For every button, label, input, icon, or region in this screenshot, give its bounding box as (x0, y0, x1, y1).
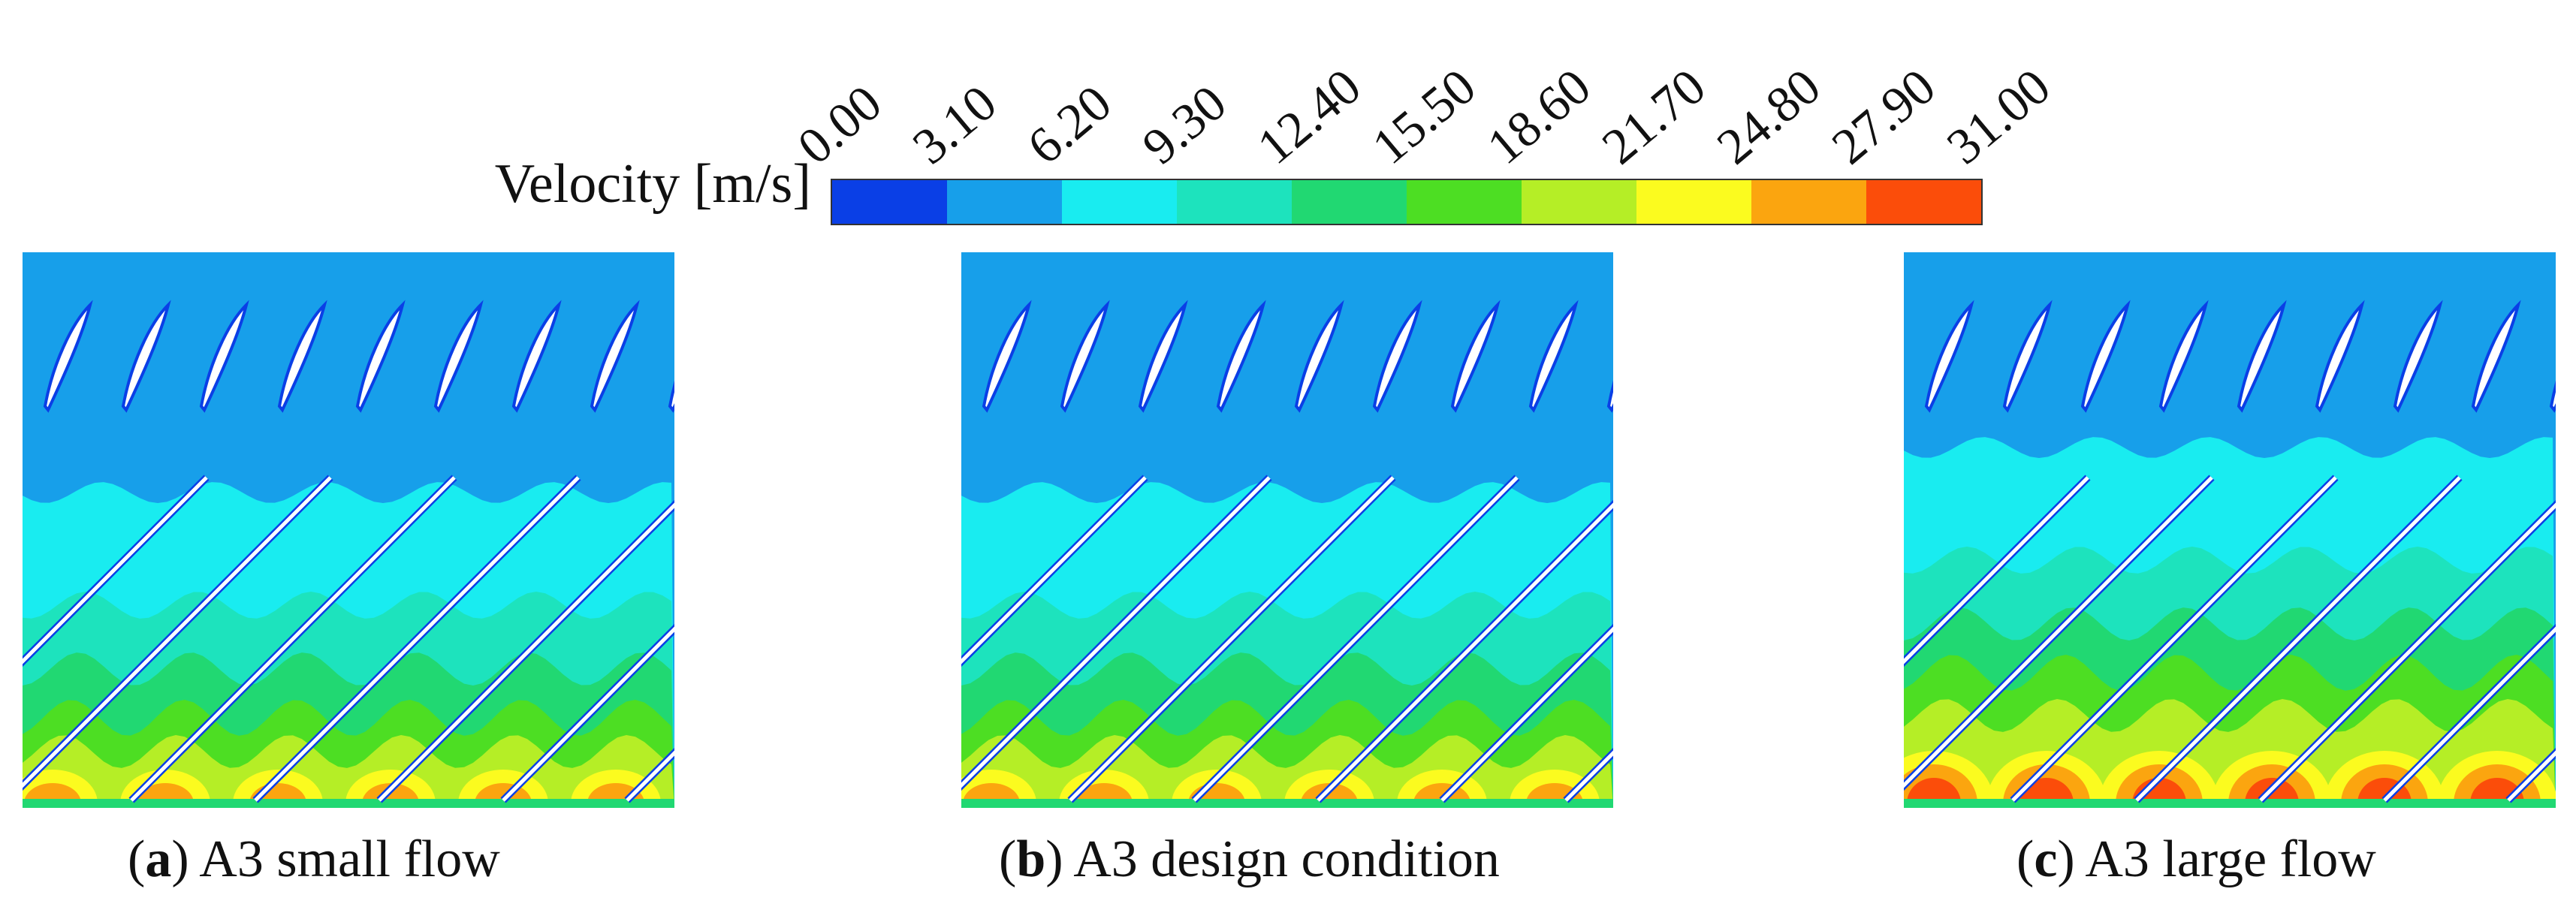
tick-label: 6.20 (1016, 74, 1122, 176)
caption-a-letter: a (145, 830, 172, 888)
contour-plot-c (1904, 252, 2556, 808)
colorbar-segment-4 (1292, 180, 1407, 224)
caption-c: (c) A3 large flow (2016, 830, 2376, 888)
colorbar-segment-3 (1177, 180, 1292, 224)
colorbar-segment-6 (1522, 180, 1636, 224)
caption-a-text: A3 small flow (199, 830, 500, 888)
caption-b-letter: b (1016, 830, 1046, 888)
contour-panel-c (1904, 252, 2556, 808)
tick-label: 27.90 (1820, 57, 1946, 176)
legend-title: Velocity [m/s] (494, 153, 811, 215)
colorbar-segment-0 (832, 180, 947, 224)
tick-label: 24.80 (1706, 57, 1831, 176)
tick-label: 12.40 (1246, 57, 1371, 176)
colorbar (831, 179, 1983, 225)
contour-panel-b (961, 252, 1613, 808)
caption-c-letter: c (2034, 830, 2058, 888)
contour-plot-b (961, 252, 1613, 808)
tick-label: 18.60 (1476, 57, 1601, 176)
caption-b: (b) A3 design condition (999, 830, 1500, 888)
tick-label: 3.10 (901, 74, 1007, 176)
colorbar-segment-8 (1751, 180, 1866, 224)
colorbar-segment-7 (1636, 180, 1751, 224)
colorbar-segment-1 (947, 180, 1062, 224)
colorbar-segment-2 (1062, 180, 1177, 224)
colorbar-segment-9 (1866, 180, 1981, 224)
colorbar-segment-5 (1407, 180, 1522, 224)
tick-label: 31.00 (1935, 57, 2061, 176)
contour-plot-a (23, 252, 674, 808)
caption-b-text: A3 design condition (1073, 830, 1500, 888)
contour-panel-a (23, 252, 674, 808)
colorbar-ticks: 0.00 3.10 6.20 9.30 12.40 15.50 18.60 21.70 24.8… (0, 0, 2576, 180)
caption-c-text: A3 large flow (2085, 830, 2376, 888)
tick-label: 9.30 (1131, 74, 1237, 176)
caption-a: (a) A3 small flow (128, 830, 500, 888)
tick-label: 21.70 (1591, 57, 1716, 176)
tick-label: 15.50 (1361, 57, 1486, 176)
tick-label: 0.00 (786, 74, 892, 176)
